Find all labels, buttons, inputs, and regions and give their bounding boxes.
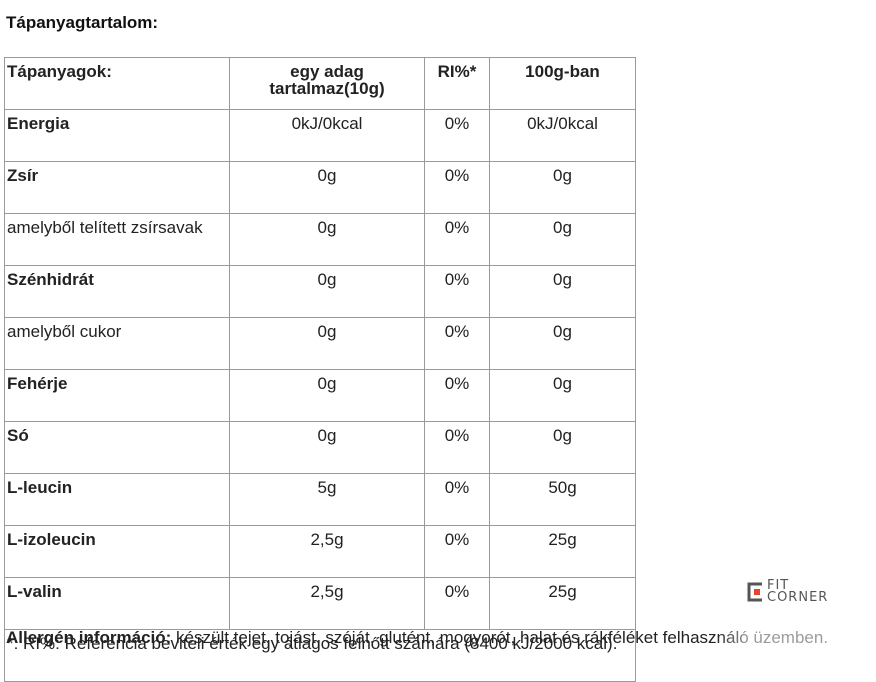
serving-value: 2,5g bbox=[229, 577, 425, 630]
per-100g-value: 0g bbox=[489, 369, 636, 422]
ri-value: 0% bbox=[424, 265, 490, 318]
table-row: L-izoleucin 2,5g 0% 25g bbox=[4, 525, 636, 578]
per-100g-value: 50g bbox=[489, 473, 636, 526]
nutrient-name: Szénhidrát bbox=[4, 265, 230, 318]
header-serving: egy adag tartalmaz(10g) bbox=[229, 57, 425, 110]
allergen-info: Allergén információ: készült tejet, tojá… bbox=[6, 628, 828, 648]
table-row: Zsír 0g 0% 0g bbox=[4, 161, 636, 214]
serving-value: 0g bbox=[229, 317, 425, 370]
ri-value: 0% bbox=[424, 369, 490, 422]
logo-line-2: CORNER bbox=[767, 590, 829, 605]
nutrient-name: Energia bbox=[4, 109, 230, 162]
ri-value: 0% bbox=[424, 473, 490, 526]
per-100g-value: 0g bbox=[489, 161, 636, 214]
serving-value: 0g bbox=[229, 265, 425, 318]
serving-value: 5g bbox=[229, 473, 425, 526]
serving-value: 0g bbox=[229, 161, 425, 214]
header-per-100g: 100g-ban bbox=[489, 57, 636, 110]
logo-text: FIT CORNER bbox=[767, 578, 829, 605]
serving-value: 0g bbox=[229, 213, 425, 266]
table-row: Szénhidrát 0g 0% 0g bbox=[4, 265, 636, 318]
per-100g-value: 0g bbox=[489, 213, 636, 266]
nutrient-name: Fehérje bbox=[4, 369, 230, 422]
table-row: Fehérje 0g 0% 0g bbox=[4, 369, 636, 422]
ri-value: 0% bbox=[424, 577, 490, 630]
per-100g-value: 0kJ/0kcal bbox=[489, 109, 636, 162]
per-100g-value: 25g bbox=[489, 525, 636, 578]
table-row: amelyből telített zsírsavak 0g 0% 0g bbox=[4, 213, 636, 266]
allergen-label: Allergén információ: bbox=[6, 628, 172, 647]
ri-value: 0% bbox=[424, 525, 490, 578]
nutrient-name: amelyből cukor bbox=[4, 317, 230, 370]
table-header-row: Tápanyagok: egy adag tartalmaz(10g) RI%*… bbox=[4, 57, 636, 110]
nutrition-table: Tápanyagok: egy adag tartalmaz(10g) RI%*… bbox=[4, 57, 636, 682]
serving-value: 0g bbox=[229, 369, 425, 422]
nutrient-name: amelyből telített zsírsavak bbox=[4, 213, 230, 266]
nutrient-name: Zsír bbox=[4, 161, 230, 214]
ri-value: 0% bbox=[424, 421, 490, 474]
allergen-text: készült tejet, tojást, szóját, glutént, … bbox=[171, 628, 829, 647]
serving-value: 0g bbox=[229, 421, 425, 474]
per-100g-value: 25g bbox=[489, 577, 636, 630]
brand-logo: FIT CORNER bbox=[746, 578, 829, 605]
nutrient-name: L-izoleucin bbox=[4, 525, 230, 578]
table-row: L-valin 2,5g 0% 25g bbox=[4, 577, 636, 630]
nutrient-name: Só bbox=[4, 421, 230, 474]
page-title: Tápanyagtartalom: bbox=[6, 13, 159, 32]
per-100g-value: 0g bbox=[489, 421, 636, 474]
ri-value: 0% bbox=[424, 161, 490, 214]
nutrient-name: L-valin bbox=[4, 577, 230, 630]
logo-mark-icon bbox=[747, 582, 762, 602]
per-100g-value: 0g bbox=[489, 317, 636, 370]
ri-value: 0% bbox=[424, 109, 490, 162]
ri-value: 0% bbox=[424, 213, 490, 266]
table-row: Só 0g 0% 0g bbox=[4, 421, 636, 474]
logo-line-1: FIT bbox=[767, 578, 790, 593]
header-nutrients: Tápanyagok: bbox=[4, 57, 230, 110]
ri-value: 0% bbox=[424, 317, 490, 370]
per-100g-value: 0g bbox=[489, 265, 636, 318]
header-ri: RI%* bbox=[424, 57, 490, 110]
table-row: L-leucin 5g 0% 50g bbox=[4, 473, 636, 526]
table-row: Energia 0kJ/0kcal 0% 0kJ/0kcal bbox=[4, 109, 636, 162]
table-row: amelyből cukor 0g 0% 0g bbox=[4, 317, 636, 370]
serving-value: 2,5g bbox=[229, 525, 425, 578]
serving-value: 0kJ/0kcal bbox=[229, 109, 425, 162]
nutrient-name: L-leucin bbox=[4, 473, 230, 526]
